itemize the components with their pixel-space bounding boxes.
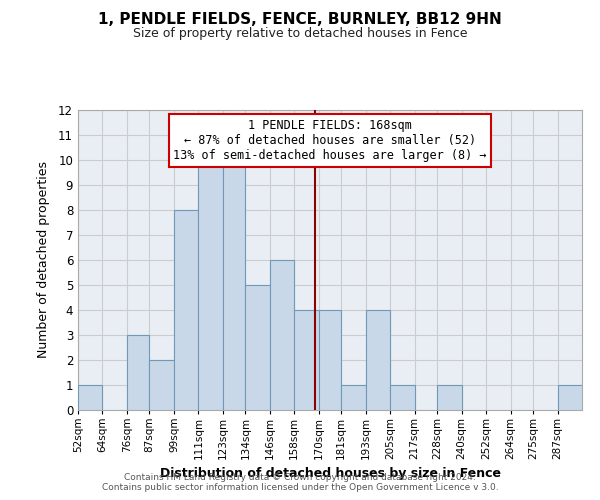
Bar bbox=[78, 385, 103, 410]
Bar bbox=[366, 310, 390, 410]
Bar bbox=[174, 210, 199, 410]
Bar bbox=[294, 310, 319, 410]
Bar bbox=[319, 310, 341, 410]
Bar bbox=[127, 335, 149, 410]
Bar bbox=[149, 360, 174, 410]
Bar bbox=[437, 385, 461, 410]
Bar bbox=[245, 285, 270, 410]
Bar bbox=[341, 385, 366, 410]
Bar bbox=[390, 385, 415, 410]
Bar bbox=[557, 385, 582, 410]
Text: 1 PENDLE FIELDS: 168sqm
← 87% of detached houses are smaller (52)
13% of semi-de: 1 PENDLE FIELDS: 168sqm ← 87% of detache… bbox=[173, 119, 487, 162]
X-axis label: Distribution of detached houses by size in Fence: Distribution of detached houses by size … bbox=[160, 468, 500, 480]
Text: Contains public sector information licensed under the Open Government Licence v : Contains public sector information licen… bbox=[101, 484, 499, 492]
Bar bbox=[270, 260, 294, 410]
Bar bbox=[199, 160, 223, 410]
Text: Contains HM Land Registry data © Crown copyright and database right 2024.: Contains HM Land Registry data © Crown c… bbox=[124, 474, 476, 482]
Bar bbox=[223, 160, 245, 410]
Text: Size of property relative to detached houses in Fence: Size of property relative to detached ho… bbox=[133, 28, 467, 40]
Text: 1, PENDLE FIELDS, FENCE, BURNLEY, BB12 9HN: 1, PENDLE FIELDS, FENCE, BURNLEY, BB12 9… bbox=[98, 12, 502, 28]
Y-axis label: Number of detached properties: Number of detached properties bbox=[37, 162, 50, 358]
